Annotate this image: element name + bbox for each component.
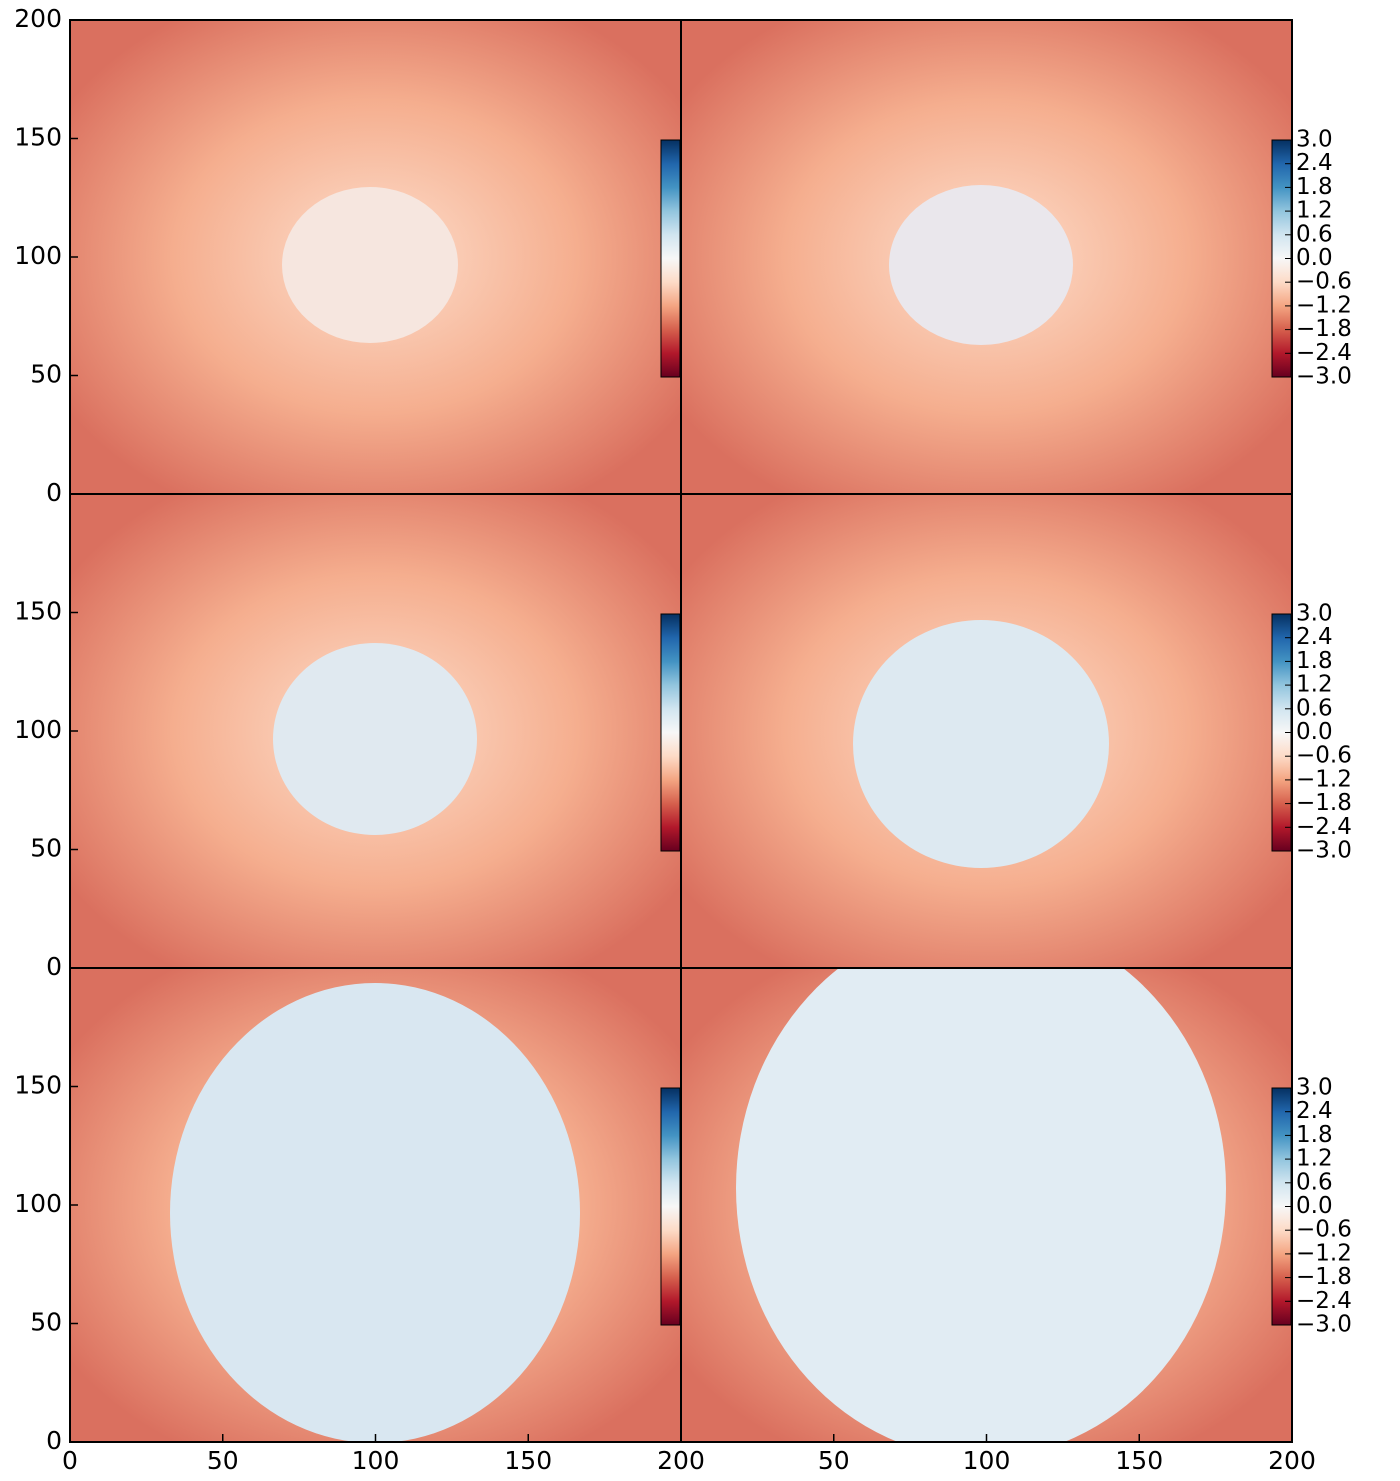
y-tick-label: 150: [14, 1071, 62, 1100]
y-tick-label: 100: [14, 241, 62, 270]
y-tick-label: 50: [30, 834, 62, 863]
colorbar-tick-label: 1.2: [1296, 1146, 1333, 1172]
colorbar-tick-label: −0.6: [1296, 269, 1352, 295]
colorbar-tick-label: 0.0: [1296, 1193, 1333, 1219]
colorbar-tick-label: 1.2: [1296, 672, 1333, 698]
colorbar: [660, 613, 681, 852]
colorbar-tick-label: −3.0: [1296, 838, 1352, 864]
colorbar-tick-label: −1.8: [1296, 316, 1352, 342]
y-tick-label: 50: [30, 360, 62, 389]
colorbar-tick-label: −1.8: [1296, 790, 1352, 816]
y-tick-label: 100: [14, 715, 62, 744]
y-tick-label: 50: [30, 1308, 62, 1337]
x-tick-label: 150: [1115, 1446, 1163, 1475]
y-tick-label: 0: [46, 478, 62, 507]
y-tick-label: 0: [46, 1426, 62, 1455]
colorbar: [660, 139, 681, 378]
colorbar-tick-label: −1.2: [1296, 766, 1352, 792]
colorbar-tick-label: −2.4: [1296, 1288, 1352, 1314]
heatmap-region: [282, 187, 458, 343]
colorbar-tick-label: 3.0: [1296, 1075, 1333, 1101]
heatmap-region: [889, 185, 1073, 345]
heatmap-panel: [681, 968, 1292, 1442]
colorbar-tick-label: −3.0: [1296, 1312, 1352, 1338]
colorbar-tick-label: 3.0: [1296, 601, 1333, 627]
colorbar: [660, 1087, 681, 1326]
colorbar-tick-label: −1.2: [1296, 292, 1352, 318]
heatmap-region: [273, 643, 477, 835]
y-tick-label: 100: [14, 1189, 62, 1218]
heatmap-region: [170, 983, 580, 1442]
colorbar-tick-label: 2.4: [1296, 624, 1333, 650]
heatmap-panel: [70, 20, 681, 494]
x-tick-label: 50: [818, 1446, 850, 1475]
y-tick-label: 150: [14, 597, 62, 626]
colorbar-tick-label: 0.6: [1296, 695, 1333, 721]
colorbar-tick-label: 3.0: [1296, 127, 1333, 153]
colorbar-tick-label: 2.4: [1296, 150, 1333, 176]
colorbar-tick-label: −0.6: [1296, 743, 1352, 769]
x-tick-label: 50: [207, 1446, 239, 1475]
x-tick-label: 200: [1268, 1446, 1316, 1475]
x-tick-label: 100: [352, 1446, 400, 1475]
colorbar-tick-label: 1.8: [1296, 174, 1333, 200]
colorbar-tick-label: 1.8: [1296, 648, 1333, 674]
x-tick-label: 0: [62, 1446, 78, 1475]
heatmap-panel: [70, 494, 681, 968]
colorbar-tick-label: −2.4: [1296, 340, 1352, 366]
colorbar-tick-label: 0.6: [1296, 1169, 1333, 1195]
colorbar-tick-label: 1.8: [1296, 1122, 1333, 1148]
colorbar-tick-label: 0.0: [1296, 245, 1333, 271]
y-tick-label: 150: [14, 123, 62, 152]
x-tick-label: 200: [657, 1446, 705, 1475]
colorbar-tick-label: 0.0: [1296, 719, 1333, 745]
heatmap-region: [853, 620, 1109, 868]
x-tick-label: 100: [963, 1446, 1011, 1475]
colorbar-tick-label: −1.8: [1296, 1264, 1352, 1290]
heatmap-panel: [681, 494, 1292, 968]
heatmap-region: [736, 968, 1226, 1442]
colorbar-tick-label: 2.4: [1296, 1098, 1333, 1124]
colorbar-tick-label: −1.2: [1296, 1240, 1352, 1266]
heatmap-panel: [681, 20, 1292, 494]
colorbar-tick-label: −3.0: [1296, 364, 1352, 390]
colorbar-tick-label: −0.6: [1296, 1217, 1352, 1243]
y-tick-label: 200: [14, 4, 62, 33]
colorbar-tick-label: 1.2: [1296, 198, 1333, 224]
y-tick-label: 0: [46, 952, 62, 981]
colorbar-tick-label: 0.6: [1296, 221, 1333, 247]
x-tick-label: 150: [504, 1446, 552, 1475]
colorbar-tick-label: −2.4: [1296, 814, 1352, 840]
heatmap-panel: [70, 968, 681, 1442]
